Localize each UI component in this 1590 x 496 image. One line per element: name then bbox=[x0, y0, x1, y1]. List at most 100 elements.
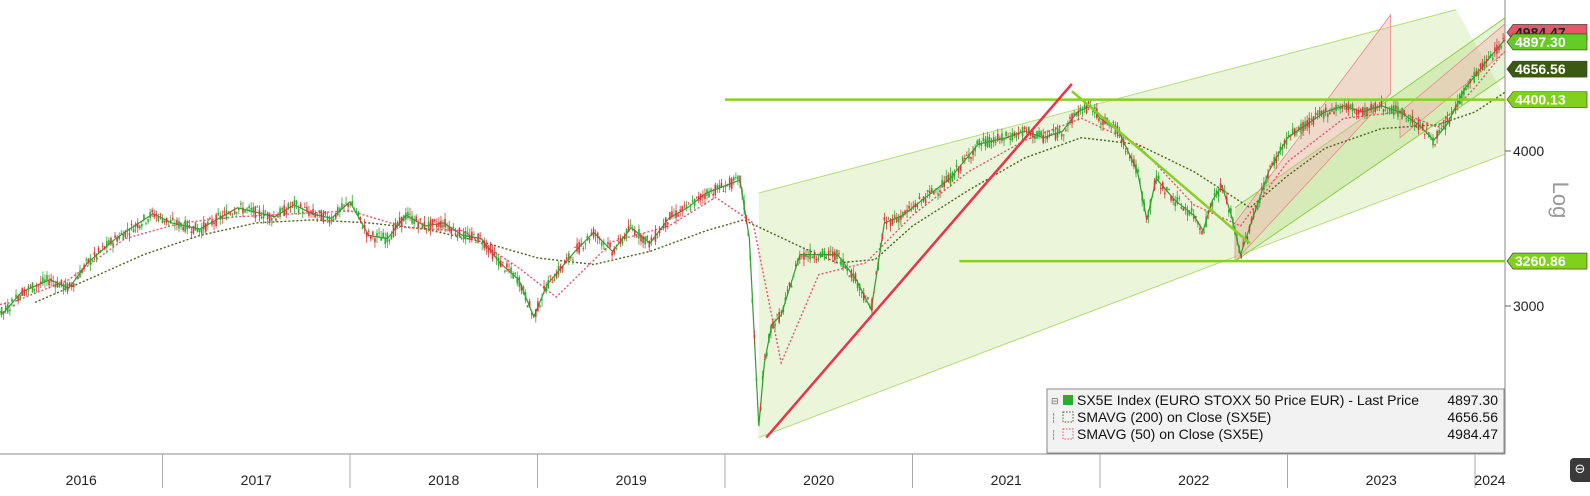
candle-body bbox=[924, 199, 927, 204]
trend-line bbox=[765, 83, 1073, 439]
candle-body bbox=[900, 215, 902, 220]
price-tag-label: 3260.86 bbox=[1515, 253, 1566, 269]
candle-body bbox=[1201, 231, 1203, 235]
candle-body bbox=[1131, 158, 1133, 163]
candle-body bbox=[376, 233, 378, 238]
candle-body bbox=[931, 188, 933, 193]
candle-body bbox=[747, 232, 750, 236]
candle-body bbox=[763, 359, 766, 360]
candle-body bbox=[1341, 105, 1344, 109]
candle-body bbox=[646, 235, 648, 240]
candle-body bbox=[753, 334, 756, 339]
candle-body bbox=[436, 223, 438, 227]
candle-body bbox=[514, 272, 516, 275]
candle-body bbox=[951, 172, 954, 182]
candle-body bbox=[1069, 117, 1071, 119]
price-tag-bg bbox=[1506, 60, 1588, 78]
candle-body bbox=[675, 210, 677, 219]
candle-body bbox=[634, 230, 636, 236]
candle-body bbox=[1052, 128, 1055, 132]
candle-body bbox=[1254, 210, 1257, 212]
candle-body bbox=[262, 209, 265, 219]
candle-body bbox=[295, 201, 298, 205]
candle-body bbox=[617, 238, 620, 240]
candle-body bbox=[910, 208, 912, 211]
candle-body bbox=[997, 133, 999, 141]
expand-icon[interactable]: ⊖ bbox=[1570, 458, 1590, 482]
candle-body bbox=[196, 227, 199, 232]
candle-body bbox=[811, 256, 813, 258]
candle-body bbox=[1357, 110, 1360, 115]
candle-body bbox=[252, 207, 255, 213]
candle-body bbox=[481, 243, 483, 245]
candle-body bbox=[464, 230, 467, 240]
candle-body bbox=[1351, 103, 1354, 112]
candle-body bbox=[677, 214, 679, 217]
trend-line bbox=[1071, 90, 1251, 245]
candle-body bbox=[283, 205, 285, 216]
candle-body bbox=[1199, 228, 1201, 230]
candle-body bbox=[972, 150, 974, 156]
candle-body bbox=[293, 200, 296, 208]
candle-body bbox=[136, 222, 139, 229]
candle-body bbox=[1386, 112, 1389, 114]
candle-body bbox=[914, 203, 917, 208]
candle-body bbox=[1395, 105, 1397, 110]
candle-body bbox=[11, 298, 13, 302]
candle-body bbox=[52, 281, 54, 282]
candle-body bbox=[1159, 187, 1162, 190]
candle-body bbox=[1203, 232, 1205, 233]
candle-body bbox=[1397, 106, 1399, 117]
candle-body bbox=[716, 185, 719, 189]
candle-body bbox=[1310, 118, 1313, 120]
red-channel bbox=[1399, 23, 1505, 139]
candle-body bbox=[425, 228, 428, 230]
candle-body bbox=[908, 206, 910, 209]
candle-body bbox=[1040, 131, 1042, 136]
candle-body bbox=[326, 216, 329, 220]
candle-body bbox=[1444, 121, 1447, 131]
x-tick-label: 2016 bbox=[66, 472, 97, 488]
candle-body bbox=[1042, 134, 1044, 143]
candle-body bbox=[79, 270, 81, 278]
candle-body bbox=[469, 234, 471, 240]
candle-body bbox=[1192, 214, 1195, 219]
price-tag-label: 4897.30 bbox=[1515, 34, 1566, 50]
candle-body bbox=[221, 215, 224, 219]
candle-body bbox=[1242, 242, 1245, 247]
candle-body bbox=[145, 222, 147, 224]
candle-body bbox=[40, 281, 42, 284]
legend-tree-icon: ┆ bbox=[1051, 413, 1056, 423]
candle-body bbox=[1353, 108, 1356, 110]
candle-body bbox=[479, 235, 481, 237]
candle-body bbox=[817, 258, 820, 261]
x-tick-label: 2018 bbox=[428, 472, 459, 488]
candle-body bbox=[893, 214, 896, 220]
candle-body bbox=[141, 224, 143, 227]
candle-body bbox=[939, 190, 941, 193]
candle-body bbox=[1461, 90, 1463, 101]
candle-body bbox=[223, 211, 226, 213]
candle-body bbox=[242, 207, 244, 214]
candle-body bbox=[330, 217, 333, 222]
candle-body bbox=[625, 229, 628, 238]
candle-body bbox=[704, 194, 706, 200]
candle-body bbox=[623, 235, 626, 239]
candle-body bbox=[27, 286, 30, 290]
candle-body bbox=[1248, 225, 1251, 232]
candle-body bbox=[1407, 119, 1410, 121]
candle-body bbox=[1252, 214, 1255, 219]
candle-body bbox=[225, 210, 228, 220]
candle-body bbox=[1081, 112, 1084, 114]
candle-body bbox=[431, 219, 434, 226]
candle-body bbox=[1110, 125, 1113, 127]
candle-body bbox=[1085, 104, 1088, 114]
candle-body bbox=[93, 251, 96, 256]
candle-body bbox=[489, 244, 492, 250]
candle-body bbox=[238, 207, 240, 211]
candle-body bbox=[54, 283, 57, 288]
candle-body bbox=[875, 272, 877, 274]
candle-body bbox=[1419, 125, 1422, 127]
candle-body bbox=[697, 195, 700, 201]
